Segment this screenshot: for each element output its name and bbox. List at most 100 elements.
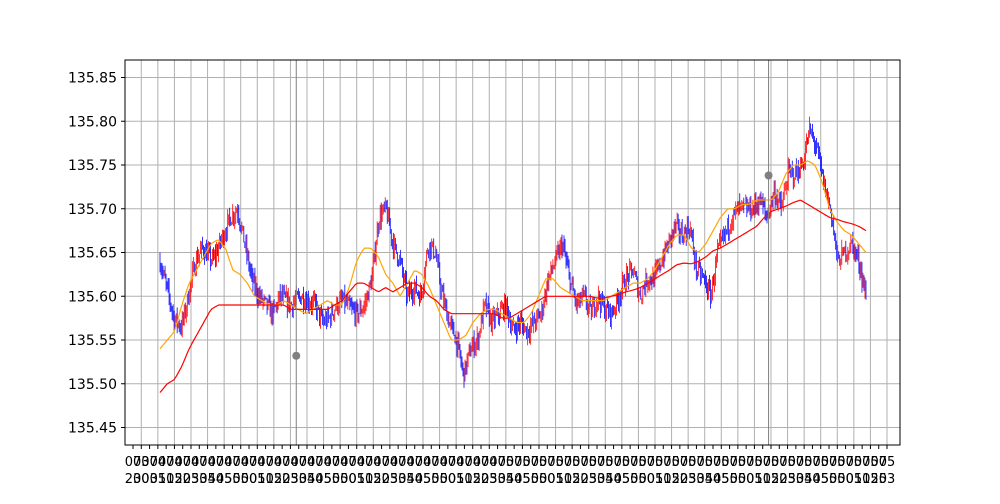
x-tick-label-top: 07 [241,455,258,470]
x-tick-label-top: 07 [738,455,755,470]
x-tick-label-top: 07 [854,455,871,470]
x-tick-label-top: 07 [141,455,158,470]
x-tick-label-top: 05 [779,455,796,470]
x-tick-label-top: 07 [771,455,788,470]
x-tick-label-top: 07 [174,455,191,470]
short-moving-average-line [159,160,867,350]
x-tick-label-top: 03 [133,455,150,470]
x-tick-label-top: 04 [365,455,382,470]
x-tick-label-top: 07 [837,455,854,470]
marker-point [292,351,301,360]
x-tick-label-bottom: 00 [340,472,357,487]
x-tick-label-top: 07 [456,455,473,470]
x-tick-label-bottom: 55 [531,472,548,487]
x-tick-label-bottom: 50 [721,472,738,487]
x-tick-label-top: 05 [498,455,515,470]
x-tick-label-top: 07 [539,455,556,470]
x-tick-label-bottom: 00 [241,472,258,487]
x-tick-label-bottom: 50 [324,472,341,487]
x-tick-label-top: 07 [373,455,390,470]
x-tick-label-bottom: 45 [415,472,432,487]
x-tick-label-top: 07 [638,455,655,470]
x-tick-label-bottom: 40 [307,472,324,487]
x-tick-label-bottom: 45 [713,472,730,487]
x-tick-label-bottom: 45 [812,472,829,487]
x-tick-label-top: 07 [440,455,457,470]
x-tick-label-top: 05 [696,455,713,470]
x-tick-label-top: 07 [788,455,805,470]
x-tick-label-bottom: 35 [299,472,316,487]
x-tick-label-top: 07 [390,455,407,470]
x-tick-label-bottom: 55 [630,472,647,487]
x-tick-label-bottom: 55 [730,472,747,487]
x-tick-label-top: 07 [688,455,705,470]
x-tick-label-bottom: 25 [481,472,498,487]
x-tick-label-top: 05 [879,455,896,470]
x-tick-label-top: 04 [266,455,283,470]
x-tick-label-top: 04 [183,455,200,470]
x-tick-label-bottom: 10 [257,472,274,487]
x-tick-label-top: 04 [150,455,167,470]
x-tick-label-top: 07 [324,455,341,470]
x-tick-label-bottom: 30 [191,472,208,487]
x-tick-label-bottom: 05 [647,472,664,487]
x-tick-label-top: 04 [348,455,365,470]
x-tick-label-top: 04 [464,455,481,470]
x-tick-label-top: 05 [630,455,647,470]
x-tick-label-top: 05 [796,455,813,470]
x-tick-label-top: 05 [597,455,614,470]
x-tick-label-bottom: 30 [290,472,307,487]
x-tick-label-top: 05 [564,455,581,470]
x-tick-label-bottom: 15 [166,472,183,487]
x-tick-label-top: 05 [846,455,863,470]
x-tick-label-bottom: 55 [332,472,349,487]
y-tick-label: 135.60 [68,289,117,305]
x-tick-label-top: 07 [224,455,241,470]
x-tick-label-top: 04 [415,455,432,470]
x-tick-label-top: 07 [208,455,225,470]
x-tick-label-top: 07 [804,455,821,470]
x-tick-label-bottom: 05 [348,472,365,487]
x-tick-label-top: 05 [812,455,829,470]
x-tick-label-top: 07 [191,455,208,470]
x-axis: 0723030007030405071004150720042507300435… [125,445,896,487]
x-tick-label-bottom: 35 [796,472,813,487]
x-tick-label-bottom: 05 [746,472,763,487]
x-tick-label-top: 07 [489,455,506,470]
x-tick-label-top: 04 [299,455,316,470]
x-tick-label-bottom: 03 [141,472,158,487]
x-tick-label-top: 07 [821,455,838,470]
x-tick-label-top: 07 [605,455,622,470]
x-tick-label-top: 07 [125,455,142,470]
x-tick-label-top: 07 [754,455,771,470]
x-tick-label-top: 05 [746,455,763,470]
x-tick-label-bottom: 35 [498,472,515,487]
x-tick-label-bottom: 40 [605,472,622,487]
y-tick-label: 135.65 [68,246,117,262]
x-tick-label-top: 05 [862,455,879,470]
x-tick-label-bottom: 10 [655,472,672,487]
x-tick-label-bottom: 25 [282,472,299,487]
x-tick-label-bottom: 05 [150,472,167,487]
x-tick-label-top: 07 [257,455,274,470]
x-tick-label-top: 05 [614,455,631,470]
x-tick-label-bottom: 50 [224,472,241,487]
x-tick-label-top: 04 [332,455,349,470]
x-tick-label-top: 04 [199,455,216,470]
x-tick-label-top: 04 [216,455,233,470]
long-moving-average-line [159,199,867,393]
x-tick-label-top: 07 [705,455,722,470]
x-tick-label-bottom: 50 [622,472,639,487]
x-tick-label-top: 05 [713,455,730,470]
x-tick-label-bottom: 15 [464,472,481,487]
x-tick-label-bottom: 40 [506,472,523,487]
x-tick-label-bottom: 45 [315,472,332,487]
x-tick-label-top: 04 [398,455,415,470]
x-tick-label-top: 07 [340,455,357,470]
y-tick-label: 135.70 [68,202,117,218]
x-tick-label-top: 07 [473,455,490,470]
x-tick-label-bottom: 30 [390,472,407,487]
